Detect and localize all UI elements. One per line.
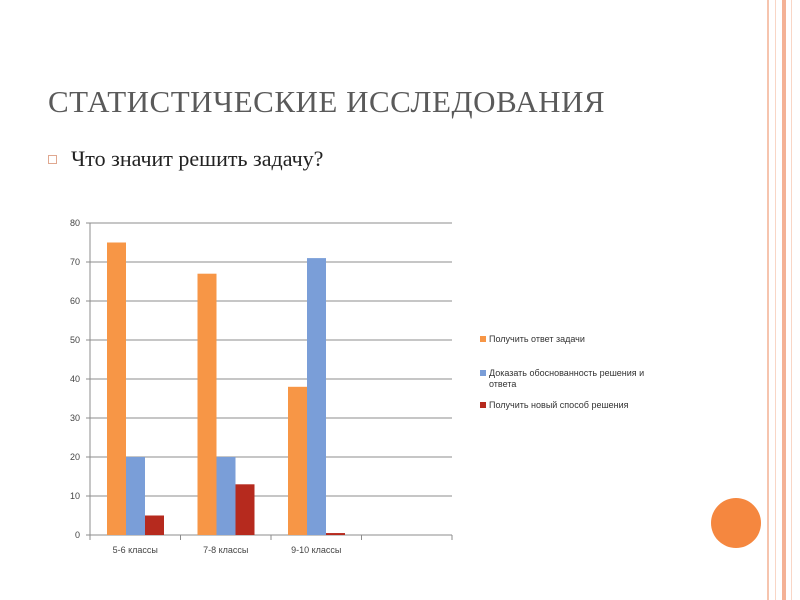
x-tick-label: 9-10 классы xyxy=(291,545,341,555)
y-tick-label: 50 xyxy=(70,335,80,345)
slide-title: СТАТИСТИЧЕСКИЕ ИССЛЕДОВАНИЯ xyxy=(48,84,606,119)
y-tick-label: 30 xyxy=(70,413,80,423)
x-tick-label: 5-6 классы xyxy=(113,545,158,555)
bar-2 xyxy=(216,457,236,535)
legend-label-3: Получить новый способ решения xyxy=(489,400,629,410)
bar-3 xyxy=(235,484,255,535)
y-tick-label: 20 xyxy=(70,452,80,462)
frame-line xyxy=(782,0,786,600)
legend-label-2: Доказать обоснованность решения и ответа xyxy=(489,368,644,389)
y-tick-label: 10 xyxy=(70,491,80,501)
chart-bars xyxy=(107,242,345,535)
bar-3 xyxy=(326,533,345,535)
frame-line xyxy=(767,0,769,600)
bar-chart: 0 10 20 30 40 50 60 70 80 5-6 классы 7-8 классы 9-… xyxy=(70,218,644,555)
y-tick-label: 40 xyxy=(70,374,80,384)
bar-2 xyxy=(126,457,145,535)
x-axis-ticks: 5-6 классы 7-8 классы 9-10 классы xyxy=(89,535,453,555)
bar-1 xyxy=(197,273,217,535)
y-tick-label: 60 xyxy=(70,296,80,306)
chart-legend: Получить ответ задачи Доказать обоснованн… xyxy=(480,334,644,410)
legend-swatch-3 xyxy=(480,402,486,408)
bullet-text: Что значит решить задачу? xyxy=(71,146,324,171)
bar-1 xyxy=(288,386,307,535)
y-axis-ticks: 0 10 20 30 40 50 60 70 80 xyxy=(70,218,80,540)
legend-label-1: Получить ответ задачи xyxy=(489,334,585,344)
bullet-item: Что значит решить задачу? xyxy=(48,146,323,172)
bullet-square-icon xyxy=(48,154,57,164)
chart-gridlines xyxy=(86,222,452,536)
y-tick-label: 80 xyxy=(70,218,80,228)
frame-line xyxy=(791,0,792,600)
bar-2 xyxy=(307,258,326,535)
legend-swatch-1 xyxy=(480,336,486,342)
y-tick-label: 0 xyxy=(75,530,80,540)
bar-3 xyxy=(145,515,164,535)
bar-1 xyxy=(107,242,126,535)
frame-line xyxy=(775,0,776,600)
legend-swatch-2 xyxy=(480,370,486,376)
x-tick-label: 7-8 классы xyxy=(203,545,248,555)
y-tick-label: 70 xyxy=(70,257,80,267)
decorative-circle xyxy=(711,498,761,548)
